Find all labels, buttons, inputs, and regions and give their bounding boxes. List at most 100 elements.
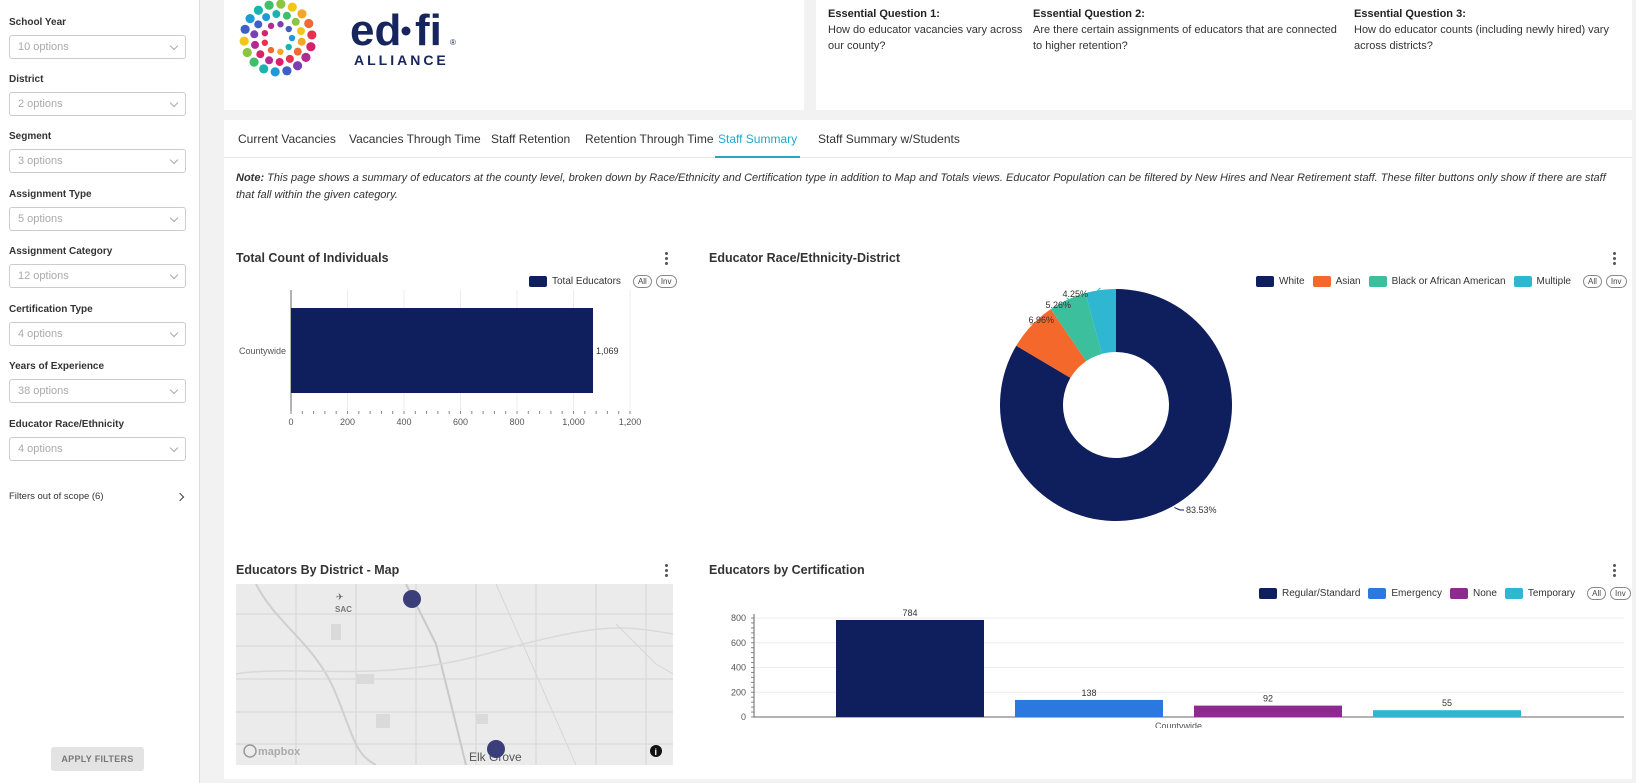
- assignment-type-select[interactable]: 5 options: [9, 207, 186, 231]
- legend-label: Multiple: [1536, 276, 1571, 287]
- more-options-icon[interactable]: [665, 564, 669, 578]
- bar: [291, 308, 593, 393]
- chevron-right-icon: [175, 492, 185, 501]
- logo-dot: [250, 30, 259, 39]
- logo-dot: [293, 47, 302, 56]
- legend-swatch: [1449, 588, 1468, 599]
- logo-dot: [277, 21, 284, 28]
- select-value: 10 options: [18, 41, 69, 53]
- question-text: How do educator vacancies vary across ou…: [828, 24, 1023, 52]
- category-label: Countywide: [239, 346, 286, 356]
- district-select[interactable]: 2 options: [9, 92, 186, 116]
- note-prefix: Note:: [236, 172, 265, 184]
- segment-select[interactable]: 3 options: [9, 149, 186, 173]
- essential-question-2: Essential Question 2: Are there certain …: [1033, 6, 1345, 54]
- bar-value-label: 138: [1081, 688, 1096, 698]
- tick-label: 1,000: [562, 417, 585, 427]
- legend-item[interactable]: Regular/Standard: [1259, 588, 1360, 599]
- select-value: 4 options: [18, 443, 63, 455]
- filter-label: Assignment Category: [9, 246, 113, 257]
- bar: [836, 619, 984, 717]
- logo-dot: [282, 11, 291, 20]
- tab-staff-summary-w-students[interactable]: Staff Summary w/Students: [818, 132, 960, 146]
- question-title: Essential Question 2:: [1033, 8, 1145, 20]
- tick-label: 0: [741, 712, 746, 722]
- legend-item[interactable]: None: [1449, 588, 1497, 599]
- logo-dot: [259, 64, 269, 74]
- filter-educator-race-ethnicity: Educator Race/Ethnicity 4 options: [9, 419, 186, 461]
- map-district-marker[interactable]: [403, 590, 421, 608]
- logo-dot: [285, 43, 292, 51]
- legend-all-toggle[interactable]: All: [1582, 275, 1602, 288]
- logo-dot: [287, 2, 297, 12]
- tab-retention-through-time[interactable]: Retention Through Time: [585, 132, 714, 146]
- legend-invert-toggle[interactable]: Inv: [655, 275, 677, 288]
- bar: [1194, 705, 1342, 717]
- legend-item[interactable]: Asian: [1312, 276, 1361, 287]
- logo-dot: [262, 13, 271, 22]
- bar: [1373, 710, 1521, 717]
- legend-item[interactable]: Total Educators: [529, 276, 621, 287]
- assignment-category-select[interactable]: 12 options: [9, 264, 186, 288]
- bar: [1015, 699, 1163, 717]
- question-title: Essential Question 1:: [828, 8, 940, 20]
- chevron-down-icon: [169, 98, 179, 107]
- certification-type-select[interactable]: 4 options: [9, 322, 186, 346]
- tab-staff-summary[interactable]: Staff Summary: [715, 120, 801, 158]
- filter-segment: Segment 3 options: [9, 131, 186, 173]
- educators-district-map[interactable]: ✈ SAC Elk Grove mapbox i: [236, 584, 673, 765]
- legend-invert-toggle[interactable]: Inv: [1610, 587, 1631, 600]
- more-options-icon[interactable]: [1613, 564, 1617, 578]
- logo-dot: [261, 29, 269, 37]
- more-options-icon[interactable]: [665, 252, 669, 266]
- question-text: How do educator counts (including newly …: [1354, 24, 1609, 52]
- legend-swatch: [1259, 588, 1277, 599]
- chevron-down-icon: [169, 270, 179, 279]
- legend-item[interactable]: White: [1256, 276, 1305, 287]
- slice-leader-line: [1066, 297, 1079, 306]
- legend-swatch: [1256, 276, 1274, 287]
- tab-vacancies-through-time[interactable]: Vacancies Through Time: [349, 132, 481, 146]
- bar-value-label: 55: [1442, 698, 1452, 708]
- tick-label: 1,200: [619, 417, 642, 427]
- donut-slice: [1016, 309, 1087, 378]
- slice-label: 6.96%: [1028, 315, 1054, 325]
- apply-filters-button[interactable]: APPLY FILTERS: [51, 747, 144, 771]
- map-attribution: mapbox: [258, 746, 301, 758]
- years-of-experience-select[interactable]: 38 options: [9, 379, 186, 403]
- logo-dot: [297, 9, 307, 19]
- info-icon[interactable]: [650, 745, 662, 757]
- tick-label: 400: [731, 663, 746, 673]
- legend-all-toggle[interactable]: All: [1587, 587, 1607, 600]
- logo-dot: [249, 57, 259, 67]
- legend-item[interactable]: Multiple: [1513, 276, 1571, 287]
- map-district-marker[interactable]: [487, 740, 505, 758]
- logo-dot: [251, 40, 260, 49]
- tab-staff-retention[interactable]: Staff Retention: [491, 132, 571, 146]
- legend-item[interactable]: Temporary: [1504, 588, 1576, 599]
- legend-item[interactable]: Black or African American: [1368, 276, 1506, 287]
- legend-invert-toggle[interactable]: Inv: [1605, 275, 1627, 288]
- logo-dot: [297, 37, 306, 46]
- essential-question-1: Essential Question 1: How do educator va…: [828, 6, 1028, 54]
- slice-leader-line: [1090, 287, 1101, 295]
- more-options-icon[interactable]: [1613, 252, 1617, 266]
- select-value: 12 options: [18, 270, 69, 282]
- legend-all-toggle[interactable]: All: [632, 275, 652, 288]
- map-airport-icon: ✈: [336, 592, 344, 602]
- filter-label: District: [9, 74, 44, 85]
- school-year-select[interactable]: 10 options: [9, 35, 186, 59]
- logo-dot: [256, 50, 265, 59]
- legend-label: Temporary: [1527, 588, 1576, 599]
- filters-out-of-scope[interactable]: Filters out of scope (6): [9, 491, 185, 502]
- certification-bar-chart: 0 200 400 600 800 784 138 92 55 Countywide: [731, 608, 1624, 728]
- educator-race-ethnicity-select[interactable]: 4 options: [9, 437, 186, 461]
- tick-label: 800: [509, 417, 524, 427]
- bar-value-label: 784: [902, 608, 917, 618]
- certification-title: Educators by Certification: [709, 563, 865, 577]
- tab-current-vacancies[interactable]: Current Vacancies: [238, 132, 336, 146]
- legend-item[interactable]: Emergency: [1368, 588, 1442, 599]
- legend-swatch: [1312, 276, 1331, 287]
- logo-dot: [291, 17, 300, 26]
- filter-label: Educator Race/Ethnicity: [9, 419, 125, 430]
